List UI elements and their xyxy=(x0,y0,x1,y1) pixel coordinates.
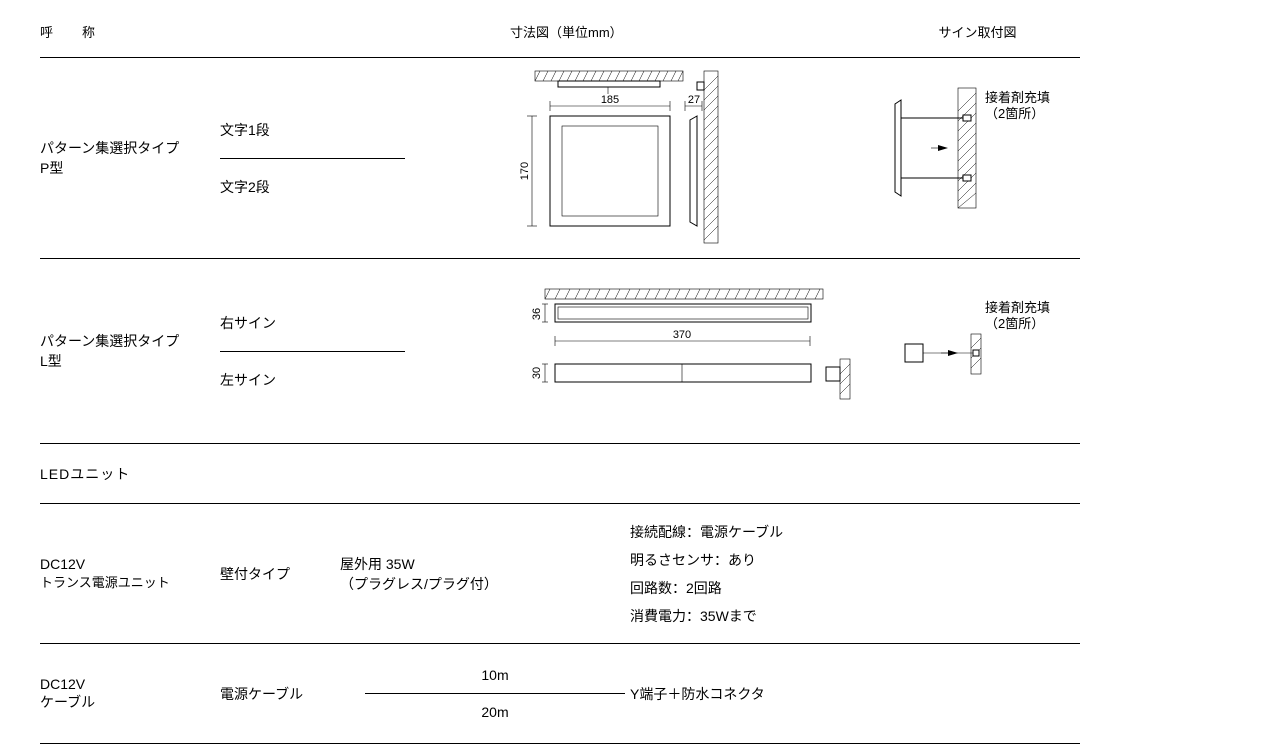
dc12v-trans-l2: トランス電源ユニット xyxy=(40,572,220,591)
dc12v-trans-spec-l1: 屋外用 35W xyxy=(340,554,630,574)
dim-30: 30 xyxy=(531,366,543,378)
dc12v-cable-l2: ケーブル xyxy=(40,692,220,712)
led-unit-label: LEDユニット xyxy=(40,454,220,494)
p-type-name-l1: パターン集選択タイプ xyxy=(40,138,220,158)
l-type-dimension-drawing: 36 370 30 xyxy=(510,259,875,443)
dc12v-trans-c: 回路数：2回路 xyxy=(630,574,1010,602)
p-type-sub2: 文字2段 xyxy=(220,177,510,197)
header-dimensions: 寸法図（単位mm） xyxy=(510,12,875,51)
dc12v-trans-spec-l2: （プラグレス/プラグ付） xyxy=(340,574,630,594)
row-dc12v-cable: DC12V ケーブル 電源ケーブル 10m 20m Y端子＋防水コネクタ xyxy=(40,644,1080,744)
dc12v-cable-l1: DC12V xyxy=(40,676,220,692)
l-type-sub2: 左サイン xyxy=(220,370,510,390)
header-name: 呼 称 xyxy=(40,12,220,51)
adhesive-label-l1: 接着剤充填 xyxy=(985,90,1050,105)
dc12v-trans-l1: DC12V xyxy=(40,556,220,572)
dim-370: 370 xyxy=(673,329,691,341)
dim-36: 36 xyxy=(531,307,543,319)
divider xyxy=(365,693,625,694)
cable-len-20m: 20m xyxy=(481,704,508,720)
row-dc12v-trans: DC12V トランス電源ユニット 壁付タイプ 屋外用 35W （プラグレス/プラ… xyxy=(40,504,1080,644)
p-type-dimension-drawing: 185 170 27 xyxy=(510,58,875,258)
dc12v-trans-b: 明るさセンサ：あり xyxy=(630,546,1010,574)
l-type-name-l2: L型 xyxy=(40,351,220,371)
cable-len-10m: 10m xyxy=(481,667,508,683)
dc12v-trans-type: 壁付タイプ xyxy=(220,564,340,584)
divider xyxy=(220,158,405,159)
l-type-sub1: 右サイン xyxy=(220,313,510,333)
p-type-mounting-drawing: 接着剤充填 （2箇所） xyxy=(875,58,1080,258)
row-l-type: パターン集選択タイプ L型 右サイン 左サイン 36 370 xyxy=(40,259,1080,444)
dim-185: 185 xyxy=(601,94,619,106)
header-mounting: サイン取付図 xyxy=(875,12,1080,51)
adhesive-label-l2: （2箇所） xyxy=(985,316,1044,331)
l-type-name-l1: パターン集選択タイプ xyxy=(40,331,220,351)
dim-27: 27 xyxy=(688,94,700,106)
divider xyxy=(220,351,405,352)
p-type-sub1: 文字1段 xyxy=(220,120,510,140)
dc12v-trans-a: 接続配線：電源ケーブル xyxy=(630,518,1010,546)
p-type-name-l2: P型 xyxy=(40,158,220,178)
dim-170: 170 xyxy=(519,162,531,180)
l-type-mounting-drawing: 接着剤充填 （2箇所） xyxy=(875,259,1080,443)
spec-table: 呼 称 寸法図（単位mm） サイン取付図 パターン集選択タイプ P型 文字1段 … xyxy=(40,12,1080,744)
table-header: 呼 称 寸法図（単位mm） サイン取付図 xyxy=(40,12,1080,58)
adhesive-label-l1: 接着剤充填 xyxy=(985,300,1050,315)
row-p-type: パターン集選択タイプ P型 文字1段 文字2段 185 xyxy=(40,58,1080,259)
cable-connector: Y端子＋防水コネクタ xyxy=(630,684,765,704)
dc12v-trans-d: 消費電力：35Wまで xyxy=(630,602,1010,630)
row-led-unit: LEDユニット xyxy=(40,444,1080,504)
adhesive-label-l2: （2箇所） xyxy=(985,106,1044,121)
dc12v-cable-type: 電源ケーブル xyxy=(220,684,360,704)
